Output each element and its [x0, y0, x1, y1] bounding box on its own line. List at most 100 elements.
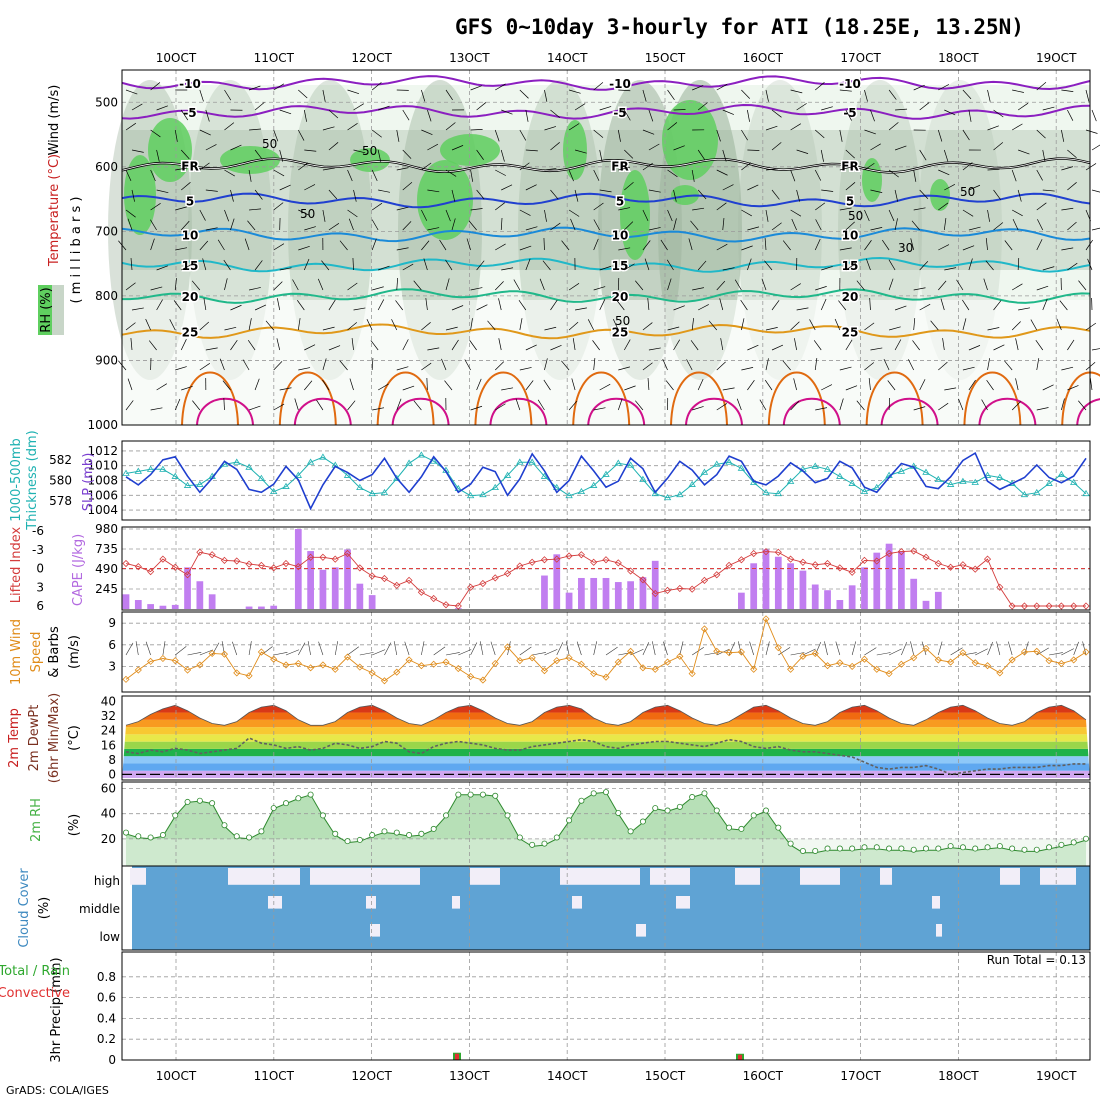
thickness-marker	[725, 458, 733, 465]
thickness-marker	[676, 490, 684, 498]
wind-barb	[720, 338, 724, 351]
precip-convective-bar	[455, 1053, 459, 1060]
wind10m-marker	[540, 667, 549, 675]
wind-barb	[888, 326, 901, 331]
wind-barb	[943, 149, 949, 162]
wind10m-marker	[922, 644, 930, 652]
time-tick-bottom: 17OCT	[840, 1069, 881, 1083]
wind10m-marker	[639, 664, 647, 672]
wind-barb	[297, 129, 305, 141]
rh2m-marker	[689, 794, 696, 801]
wind-barb	[1056, 318, 1062, 331]
wind-barb	[673, 109, 686, 111]
rh2m-marker	[996, 843, 1003, 850]
wind-barb	[985, 260, 994, 271]
wind10m-marker	[602, 673, 610, 681]
slp-line	[125, 451, 1087, 511]
wind-barb	[930, 320, 939, 331]
thickness-marker	[380, 488, 389, 496]
wind-barb	[339, 360, 348, 371]
wind-barb	[983, 278, 988, 291]
wind-barb	[708, 320, 718, 331]
wind-barb	[378, 189, 390, 193]
wind10m-marker	[294, 659, 302, 668]
wind-barb	[864, 129, 876, 135]
cloud-gap	[268, 896, 282, 909]
wind-barb	[353, 103, 364, 111]
wind-barb	[328, 345, 341, 351]
rh-contour-label: 50	[960, 185, 975, 199]
lifted-index-marker	[700, 576, 709, 584]
wind-barb	[635, 280, 644, 291]
temp-color-band	[122, 734, 1090, 742]
wind-barb	[322, 379, 330, 391]
thickness-tick: 582	[49, 453, 72, 467]
wind-barb	[427, 189, 440, 193]
wind-barb	[624, 109, 631, 121]
wind-barb	[599, 265, 612, 271]
wind-barb	[230, 218, 235, 231]
wind-barb	[230, 144, 242, 151]
wind10m-marker	[934, 656, 942, 664]
wind-barb	[1078, 280, 1087, 291]
wind-barb	[298, 367, 311, 371]
wind-barb	[692, 287, 704, 291]
wind10m-marker	[1057, 659, 1065, 668]
rh2m-marker	[369, 832, 376, 839]
wind-barb	[796, 189, 800, 202]
cape-tick: 245	[95, 582, 118, 596]
thickness-marker	[565, 491, 573, 499]
wind-barb	[882, 239, 890, 251]
wind-barb	[593, 238, 599, 251]
wind-barb	[864, 162, 875, 171]
wind-barb	[304, 226, 316, 231]
wind-barb	[378, 105, 390, 111]
wind10m-barb	[347, 646, 359, 656]
thickness-marker	[1082, 489, 1090, 497]
wind10m-marker	[725, 649, 733, 657]
wind-barb	[224, 89, 232, 101]
wind-barb	[599, 189, 612, 193]
time-tick-bottom: 10OCT	[156, 1069, 197, 1083]
precip-convective-bar	[738, 1054, 742, 1060]
wind-barb	[592, 340, 600, 351]
thickness-marker	[922, 468, 930, 475]
wind10m-marker	[897, 660, 905, 668]
rh-contour-label: 30	[898, 241, 913, 255]
isotherm-label: 10	[842, 229, 859, 243]
isotherm-label: 10	[612, 229, 629, 243]
wind-barb	[741, 89, 751, 99]
temp2m-panel	[121, 695, 1091, 781]
wind10m-marker	[257, 648, 265, 656]
wind-barb	[402, 339, 409, 351]
lifted-index-marker	[1045, 602, 1053, 610]
wind-barb	[441, 358, 447, 371]
lifted-index-marker	[787, 555, 795, 563]
wind-barb	[719, 298, 724, 311]
rh2m-marker	[676, 803, 683, 810]
wind-barb	[834, 318, 841, 331]
temp-tick: 32	[101, 709, 116, 723]
wind-barb	[648, 143, 660, 151]
wind-barb	[1085, 322, 1097, 331]
isotherm-label: -10	[179, 77, 201, 91]
wind-barb	[205, 347, 218, 351]
wind-barb	[1085, 239, 1093, 251]
wind-barb	[371, 82, 382, 91]
isotherm-label: FR	[611, 160, 628, 174]
lifted-index-marker	[307, 553, 315, 561]
lifted-index-marker	[467, 583, 475, 591]
rh-saturated-region	[440, 134, 500, 166]
wind10m-barb	[679, 641, 684, 656]
wind-barb	[883, 358, 890, 371]
rh2m-marker	[627, 828, 634, 835]
wind-barb	[794, 338, 797, 351]
time-tick-top: 13OCT	[449, 51, 490, 65]
wind-barb	[814, 358, 818, 371]
wind10m-barb	[1049, 652, 1063, 656]
wind-barb	[470, 287, 483, 291]
lifted-index-marker	[676, 584, 684, 593]
wind-barb	[747, 109, 750, 122]
cape-bar	[331, 567, 339, 609]
wind10m-marker	[860, 655, 869, 663]
